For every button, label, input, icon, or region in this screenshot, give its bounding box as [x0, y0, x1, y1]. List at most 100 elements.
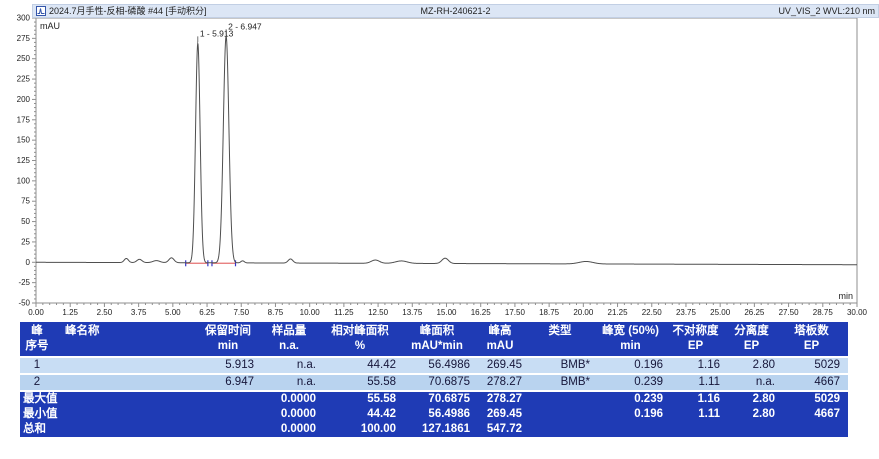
- svg-text:275: 275: [17, 34, 31, 43]
- column-header: mAU: [478, 339, 530, 356]
- table-cell: 2.80: [728, 390, 783, 407]
- column-header: EP: [728, 339, 783, 356]
- column-header: 不对称度: [671, 322, 728, 339]
- table-cell: 44.42: [324, 356, 404, 373]
- column-header: 峰面积: [404, 322, 478, 339]
- table-cell: 1.16: [671, 356, 728, 373]
- x-unit-label: min: [838, 291, 853, 301]
- svg-text:1.25: 1.25: [62, 308, 78, 317]
- table-cell: 最大值: [20, 390, 62, 407]
- chromatogram-panel: 2024.7月手性-反相-磷酸 #44 [手动积分] MZ-RH-240621-…: [0, 0, 879, 318]
- detector-channel-label: UV_VIS_2 WVL:210 nm: [491, 5, 875, 18]
- table-cell: 547.72: [478, 422, 530, 437]
- column-header: mAU*min: [404, 339, 478, 356]
- column-header: 峰: [20, 322, 62, 339]
- table-cell: 44.42: [324, 407, 404, 422]
- table-cell: 最小值: [20, 407, 62, 422]
- table-cell: 100.00: [324, 422, 404, 437]
- svg-text:16.25: 16.25: [471, 308, 492, 317]
- chromatogram-icon: [36, 6, 46, 16]
- table-cell: [530, 390, 598, 407]
- table-row[interactable]: 最大值0.000055.5870.6875278.270.2391.162.80…: [20, 390, 848, 407]
- table-cell: 55.58: [324, 373, 404, 390]
- svg-text:28.75: 28.75: [813, 308, 834, 317]
- column-header: EP: [671, 339, 728, 356]
- table-cell: [62, 407, 202, 422]
- column-header: n.a.: [262, 339, 324, 356]
- table-cell: n.a.: [728, 373, 783, 390]
- table-cell: [62, 422, 202, 437]
- table-cell: 总和: [20, 422, 62, 437]
- svg-text:5.00: 5.00: [165, 308, 181, 317]
- results-table-header: 峰峰名称保留时间样品量相对峰面积峰面积峰高类型峰宽 (50%)不对称度分离度塔板…: [20, 322, 848, 356]
- column-header: 峰高: [478, 322, 530, 339]
- svg-text:25: 25: [21, 237, 30, 246]
- table-cell: [62, 356, 202, 373]
- table-cell: BMB*: [530, 373, 598, 390]
- table-cell: 1.16: [671, 390, 728, 407]
- table-cell: 0.0000: [262, 390, 324, 407]
- column-header: 峰名称: [62, 322, 202, 339]
- svg-text:3.75: 3.75: [131, 308, 147, 317]
- svg-text:300: 300: [17, 14, 31, 23]
- column-header: min: [202, 339, 262, 356]
- table-cell: [671, 422, 728, 437]
- svg-text:27.50: 27.50: [779, 308, 800, 317]
- column-header: 类型: [530, 322, 598, 339]
- table-cell: 278.27: [478, 373, 530, 390]
- table-cell: 70.6875: [404, 373, 478, 390]
- svg-text:150: 150: [17, 136, 31, 145]
- table-row[interactable]: 最小值0.000044.4256.4986269.450.1961.112.80…: [20, 407, 848, 422]
- table-cell: [598, 422, 671, 437]
- svg-text:6.25: 6.25: [199, 308, 215, 317]
- table-cell: 0.239: [598, 390, 671, 407]
- table-cell: 55.58: [324, 390, 404, 407]
- integration-results-region: 峰峰名称保留时间样品量相对峰面积峰面积峰高类型峰宽 (50%)不对称度分离度塔板…: [20, 322, 848, 437]
- svg-text:11.25: 11.25: [334, 308, 354, 317]
- column-header: 分离度: [728, 322, 783, 339]
- injection-title: 2024.7月手性-反相-磷酸 #44 [手动积分]: [49, 5, 207, 18]
- column-header: 相对峰面积: [324, 322, 404, 339]
- table-cell: 1.11: [671, 407, 728, 422]
- chromatogram-titlebar: 2024.7月手性-反相-磷酸 #44 [手动积分] MZ-RH-240621-…: [32, 4, 879, 18]
- column-header: 峰宽 (50%): [598, 322, 671, 339]
- table-cell: 269.45: [478, 356, 530, 373]
- chromatography-report: 2024.7月手性-反相-磷酸 #44 [手动积分] MZ-RH-240621-…: [0, 0, 879, 459]
- svg-text:23.75: 23.75: [676, 308, 697, 317]
- svg-text:100: 100: [17, 176, 31, 185]
- sample-name: MZ-RH-240621-2: [420, 5, 490, 18]
- table-row[interactable]: 15.913n.a.44.4256.4986269.45BMB*0.1961.1…: [20, 356, 848, 373]
- table-row[interactable]: 总和0.0000100.00127.1861547.72: [20, 422, 848, 437]
- y-unit-label: mAU: [40, 21, 60, 31]
- peak-label: 2 - 6.947: [228, 21, 262, 31]
- table-cell: 5029: [783, 390, 848, 407]
- svg-text:30.00: 30.00: [847, 308, 868, 317]
- table-cell: 5.913: [202, 356, 262, 373]
- svg-text:225: 225: [17, 75, 31, 84]
- table-cell: 6.947: [202, 373, 262, 390]
- svg-text:-50: -50: [18, 299, 30, 308]
- column-header: %: [324, 339, 404, 356]
- table-cell: 2.80: [728, 356, 783, 373]
- svg-text:22.50: 22.50: [642, 308, 663, 317]
- svg-text:12.50: 12.50: [368, 308, 389, 317]
- table-cell: n.a.: [262, 356, 324, 373]
- svg-text:13.75: 13.75: [402, 308, 423, 317]
- svg-text:21.25: 21.25: [608, 308, 629, 317]
- svg-text:20.00: 20.00: [573, 308, 594, 317]
- svg-text:125: 125: [17, 156, 31, 165]
- results-table[interactable]: 峰峰名称保留时间样品量相对峰面积峰面积峰高类型峰宽 (50%)不对称度分离度塔板…: [20, 322, 848, 437]
- column-header: 样品量: [262, 322, 324, 339]
- svg-text:15.00: 15.00: [436, 308, 457, 317]
- table-row[interactable]: 26.947n.a.55.5870.6875278.27BMB*0.2391.1…: [20, 373, 848, 390]
- chromatogram-plot[interactable]: -50-250255075100125150175200225250275300…: [0, 0, 879, 318]
- svg-text:17.50: 17.50: [505, 308, 526, 317]
- svg-text:8.75: 8.75: [268, 308, 284, 317]
- table-cell: BMB*: [530, 356, 598, 373]
- table-cell: [530, 407, 598, 422]
- table-cell: n.a.: [262, 373, 324, 390]
- table-cell: [202, 390, 262, 407]
- table-cell: 269.45: [478, 407, 530, 422]
- table-cell: 2.80: [728, 407, 783, 422]
- table-cell: 56.4986: [404, 407, 478, 422]
